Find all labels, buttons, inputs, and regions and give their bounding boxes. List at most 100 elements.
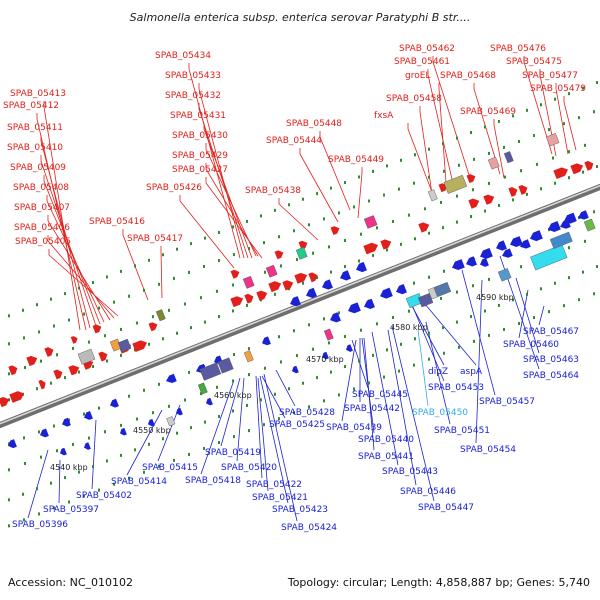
label-leader-line: [538, 305, 545, 326]
reverse-gene-label: SPAB_05440: [358, 435, 414, 445]
track-dot: [68, 500, 70, 504]
track-dot: [293, 329, 295, 333]
gene-reverse: [356, 261, 367, 273]
gene-forward: [68, 365, 80, 376]
track-dot: [203, 446, 205, 450]
track-dot: [360, 328, 362, 332]
track-dot: [263, 423, 265, 427]
label-leader-line: [518, 289, 529, 339]
reverse-gene-label: SPAB_05451: [434, 426, 490, 436]
track-dot: [540, 287, 542, 291]
gene-forward: [0, 396, 10, 408]
gene-reverse: [560, 219, 571, 229]
gene-domain-box: [166, 416, 176, 427]
label-leader-line: [205, 177, 263, 259]
track-dot: [458, 345, 460, 349]
track-dot: [260, 398, 262, 402]
track-dot: [72, 346, 74, 350]
track-dot: [106, 459, 108, 463]
track-dot: [520, 265, 522, 269]
gene-forward: [380, 239, 392, 250]
gene-forward: [518, 185, 528, 195]
gene-forward: [508, 187, 518, 197]
track-dot: [280, 360, 282, 364]
track-dot: [98, 406, 100, 410]
gene-reverse: [306, 287, 317, 298]
gene-domain-box: [363, 215, 378, 229]
track-dot: [498, 203, 500, 207]
track-dot: [358, 359, 360, 363]
track-dot: [503, 145, 505, 149]
reverse-gene-label: SPAB_05464: [523, 371, 579, 381]
gene-domain-box: [487, 156, 500, 170]
track-dot: [188, 370, 190, 374]
track-dot: [470, 215, 472, 219]
gene-reverse: [292, 365, 299, 374]
track-dot: [104, 334, 106, 338]
track-dot: [92, 281, 94, 285]
track-dot: [512, 298, 514, 302]
track-dot: [218, 231, 220, 235]
forward-gene-label: SPAB_05434: [155, 51, 211, 61]
track-dot: [330, 186, 332, 190]
gene-domain-box: [549, 231, 573, 249]
track-dot: [36, 387, 38, 391]
label-leader-line: [27, 449, 49, 519]
track-dot: [596, 265, 598, 269]
track-dot: [392, 219, 394, 223]
track-dot: [408, 309, 410, 313]
track-dot: [344, 265, 346, 269]
reverse-gene-label: SPAB_05424: [281, 523, 337, 533]
reverse-gene-label: SPAB_05415: [142, 463, 198, 473]
reverse-gene-label: SPAB_05397: [43, 505, 99, 515]
gene-domain-box: [217, 357, 234, 374]
track-dot: [338, 393, 340, 397]
track-dot: [358, 175, 360, 179]
track-dot: [400, 158, 402, 162]
track-dot: [568, 176, 570, 180]
track-dot: [392, 315, 394, 319]
track-dot: [413, 363, 415, 367]
reverse-gene-label: SPAB_05454: [460, 445, 516, 455]
track-dot: [484, 125, 486, 129]
track-dot: [68, 418, 70, 422]
kbp-tick-label: 4540 kbp: [50, 463, 88, 472]
track-dot: [443, 169, 445, 173]
label-leader-line: [198, 83, 245, 259]
gene-reverse: [322, 279, 333, 290]
track-dot: [168, 404, 170, 408]
gene-domain-box: [433, 281, 452, 297]
gene-forward: [26, 355, 38, 367]
label-leader-line: [391, 325, 435, 502]
forward-gene-label: SPAB_05411: [7, 123, 63, 133]
gene-reverse: [364, 298, 375, 309]
track-dot: [50, 381, 52, 385]
reverse-gene-label: SPAB_05446: [400, 487, 456, 497]
track-dot: [548, 128, 550, 132]
track-dot: [424, 207, 426, 211]
track-dot: [328, 245, 330, 249]
track-dot: [274, 392, 276, 396]
track-dot: [442, 326, 444, 330]
reverse-gene-label: SPAB_05439: [326, 423, 382, 433]
forward-gene-label: SPAB_05468: [440, 71, 496, 81]
label-leader-line: [407, 123, 433, 193]
reverse-gene-label: SPAB_05445: [352, 390, 408, 400]
track-dot: [312, 347, 314, 351]
forward-gene-label: SPAB_05449: [328, 155, 384, 165]
track-dot: [264, 270, 266, 274]
track-dot: [148, 258, 150, 262]
track-dot: [503, 327, 505, 331]
track-dot: [56, 449, 58, 453]
track-dot: [484, 209, 486, 213]
gene-reverse: [346, 344, 353, 352]
label-leader-line: [278, 198, 319, 241]
gene-domain-box: [427, 287, 438, 300]
label-leader-line: [205, 163, 259, 257]
forward-gene-label: SPAB_05417: [127, 234, 183, 244]
track-dot: [36, 303, 38, 307]
label-leader-line: [357, 167, 363, 219]
label-leader-line: [126, 409, 163, 476]
track-dot: [344, 335, 346, 339]
gene-domain-box: [199, 362, 222, 381]
